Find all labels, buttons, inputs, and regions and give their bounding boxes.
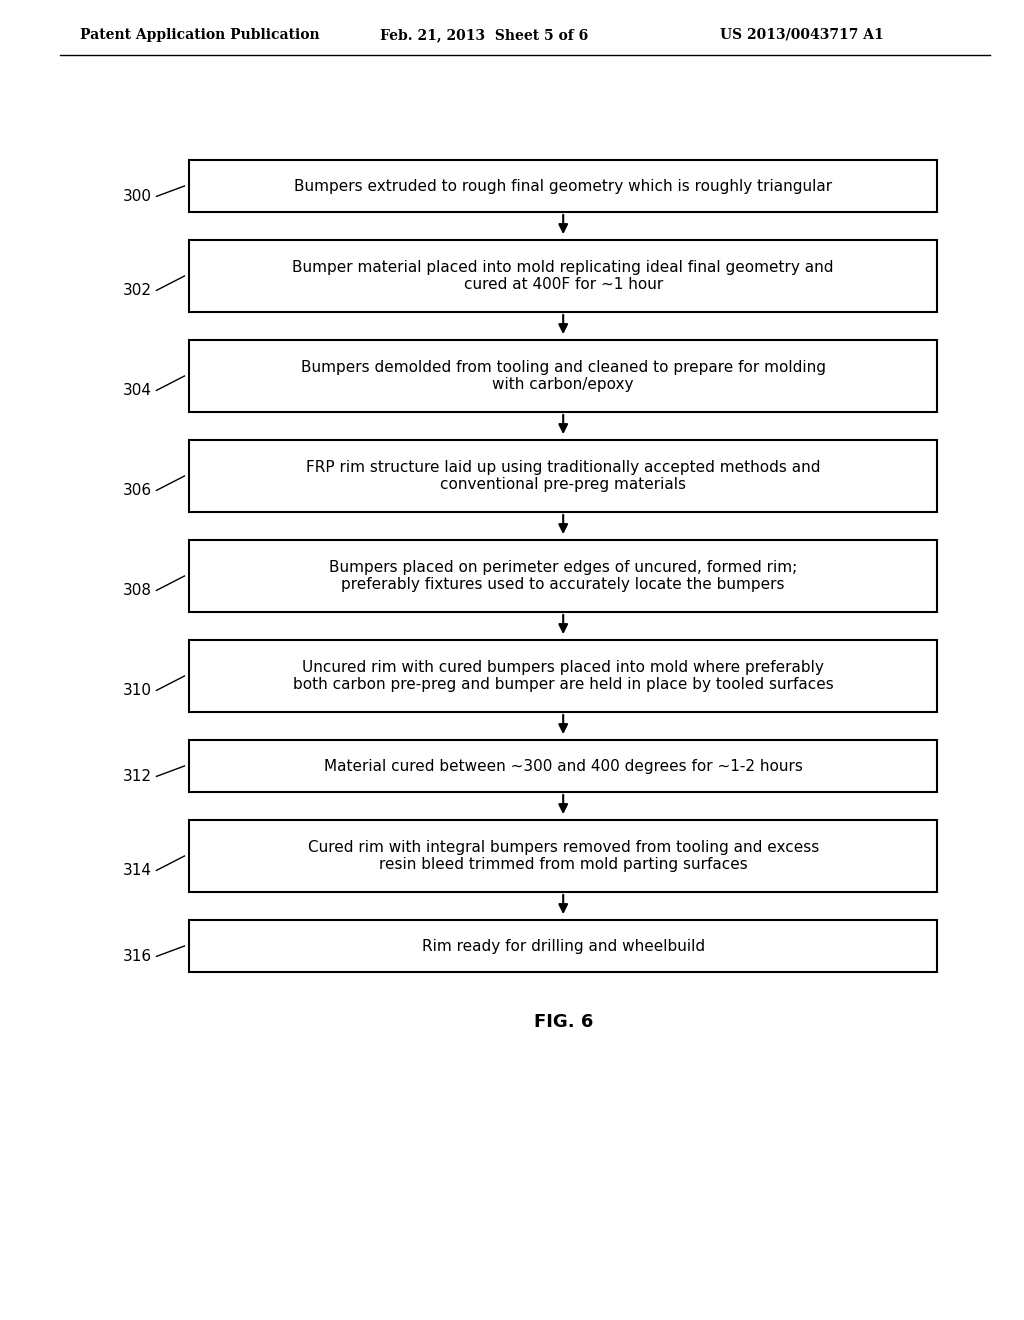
Bar <box>189 741 937 792</box>
Text: 308: 308 <box>123 583 152 598</box>
Bar <box>189 160 937 213</box>
Text: 302: 302 <box>123 282 152 298</box>
Text: Cured rim with integral bumpers removed from tooling and excess
resin bleed trim: Cured rim with integral bumpers removed … <box>307 840 819 873</box>
Text: Material cured between ~300 and 400 degrees for ~1-2 hours: Material cured between ~300 and 400 degr… <box>324 759 803 774</box>
Text: Feb. 21, 2013  Sheet 5 of 6: Feb. 21, 2013 Sheet 5 of 6 <box>380 28 588 42</box>
Bar <box>189 540 937 612</box>
Text: Bumpers placed on perimeter edges of uncured, formed rim;
preferably fixtures us: Bumpers placed on perimeter edges of unc… <box>329 560 798 593</box>
Text: 306: 306 <box>122 483 152 498</box>
Text: Bumpers demolded from tooling and cleaned to prepare for molding
with carbon/epo: Bumpers demolded from tooling and cleane… <box>301 360 825 392</box>
Text: 300: 300 <box>123 189 152 203</box>
Bar <box>189 341 937 412</box>
Text: FRP rim structure laid up using traditionally accepted methods and
conventional : FRP rim structure laid up using traditio… <box>306 459 820 492</box>
Text: FIG. 6: FIG. 6 <box>534 1012 593 1031</box>
Bar <box>189 240 937 312</box>
Text: Bumper material placed into mold replicating ideal final geometry and
cured at 4: Bumper material placed into mold replica… <box>293 260 834 292</box>
Text: 312: 312 <box>123 768 152 784</box>
Text: Patent Application Publication: Patent Application Publication <box>80 28 319 42</box>
Text: 310: 310 <box>123 682 152 698</box>
Bar <box>189 440 937 512</box>
Text: US 2013/0043717 A1: US 2013/0043717 A1 <box>720 28 884 42</box>
Text: 314: 314 <box>123 863 152 878</box>
Bar <box>189 820 937 892</box>
Text: Rim ready for drilling and wheelbuild: Rim ready for drilling and wheelbuild <box>422 939 705 953</box>
Text: Bumpers extruded to rough final geometry which is roughly triangular: Bumpers extruded to rough final geometry… <box>294 178 833 194</box>
Text: Uncured rim with cured bumpers placed into mold where preferably
both carbon pre: Uncured rim with cured bumpers placed in… <box>293 660 834 692</box>
Bar <box>189 640 937 711</box>
Text: 316: 316 <box>122 949 152 964</box>
Text: 304: 304 <box>123 383 152 397</box>
Bar <box>189 920 937 972</box>
